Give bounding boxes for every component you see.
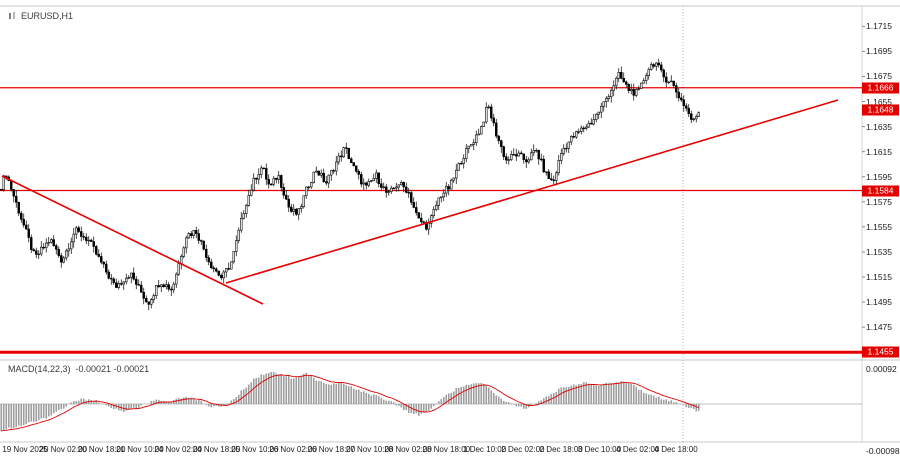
time-axis-label: 28 Nov 18:00 bbox=[422, 445, 471, 454]
axis-tick-marks bbox=[862, 25, 865, 328]
price-line-badge: 1.1584 bbox=[862, 185, 899, 197]
time-axis-label: 1 Dec 10:00 bbox=[463, 445, 507, 454]
macd-name: MACD(14,22,3) bbox=[8, 364, 71, 374]
macd-signal-line bbox=[1, 374, 699, 432]
time-axis-label: 4 Dec 18:00 bbox=[654, 445, 698, 454]
price-axis-label: 1.1475 bbox=[866, 322, 892, 333]
price-axis-label: 1.1495 bbox=[866, 297, 892, 308]
price-axis-label: 1.1575 bbox=[866, 196, 892, 207]
price-axis-label: 1.1555 bbox=[866, 221, 892, 232]
time-axis-label: 26 Nov 18:00 bbox=[307, 445, 356, 454]
macd-layer[interactable] bbox=[0, 371, 862, 432]
symbol-label: EURUSD,H1 bbox=[8, 11, 73, 21]
time-axis-label: 26 Nov 02:00 bbox=[269, 445, 317, 454]
price-axis-label: 1.1595 bbox=[866, 171, 892, 182]
time-axis-label: 24 Nov 18:00 bbox=[192, 445, 241, 454]
trend-line-descending[interactable] bbox=[1, 175, 264, 305]
price-axis-label: 1.1695 bbox=[866, 46, 892, 57]
time-axis-label: 25 Nov 10:00 bbox=[231, 445, 279, 454]
price-axis-label: 1.1655 bbox=[866, 96, 892, 107]
price-axis-label: 1.1515 bbox=[866, 272, 892, 283]
macd-scale-bottom-label: -0.00098 bbox=[866, 446, 900, 456]
time-axis-label: 20 Nov 18:00 bbox=[77, 445, 126, 454]
time-axis-label: 2 Dec 02:00 bbox=[501, 445, 545, 454]
macd-scale-top-label: 0.00092 bbox=[866, 364, 897, 374]
macd-values: -0.00021 -0.00021 bbox=[75, 364, 150, 374]
price-axis-label: 1.1535 bbox=[866, 246, 892, 257]
time-axis-label: 27 Nov 10:00 bbox=[345, 445, 394, 454]
time-axis-label: 21 Nov 10:00 bbox=[116, 445, 164, 454]
chart-symbol-icon bbox=[8, 12, 17, 20]
time-axis-label: 20 Nov 02:00 bbox=[39, 445, 88, 454]
macd-indicator-label: MACD(14,22,3) -0.00021 -0.00021 bbox=[8, 364, 154, 374]
symbol-text: EURUSD,H1 bbox=[21, 11, 74, 21]
time-axis-label: 2 Dec 18:00 bbox=[539, 445, 583, 454]
candles-layer bbox=[0, 58, 700, 311]
price-axis-label: 1.1715 bbox=[866, 21, 892, 32]
time-axis-label: 19 Nov 2025 bbox=[2, 445, 48, 454]
panel-borders bbox=[0, 5, 900, 443]
price-axis-label: 1.1615 bbox=[866, 146, 892, 157]
price-axis-label: 1.1675 bbox=[866, 71, 892, 82]
price-axis-label: 1.1635 bbox=[866, 121, 892, 132]
price-line-badge: 1.1666 bbox=[862, 82, 899, 94]
time-axis-label: 3 Dec 10:00 bbox=[577, 445, 622, 454]
current-price-badge: 1.1648 bbox=[862, 104, 899, 116]
time-axis-label: 24 Nov 02:00 bbox=[154, 445, 202, 454]
trend-line-ascending[interactable] bbox=[225, 99, 839, 284]
time-axis-label: 4 Dec 02:00 bbox=[616, 445, 660, 454]
price-line-badge: 1.1455 bbox=[862, 346, 899, 358]
time-axis-label: 28 Nov 02:00 bbox=[384, 445, 432, 454]
